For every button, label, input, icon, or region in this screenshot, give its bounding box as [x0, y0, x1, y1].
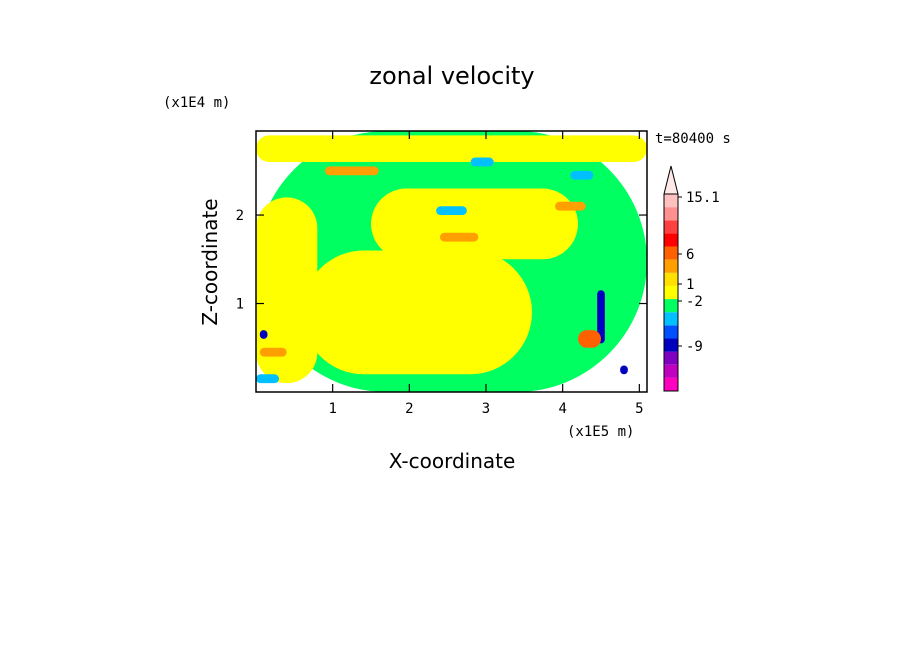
colorbar-segment [664, 194, 678, 208]
field-region-11 [256, 374, 279, 384]
field-region-3 [256, 135, 647, 162]
time-label: t=80400 s [655, 131, 731, 147]
x-tick-label: 5 [635, 401, 643, 417]
y-tick-label: 2 [236, 208, 244, 224]
y-axis-label: Z-coordinate [198, 198, 222, 325]
y-unit-label: (x1E4 m) [163, 95, 230, 111]
field-region-2 [256, 197, 318, 384]
colorbar-label: -2 [686, 294, 703, 310]
plot-frame [255, 130, 648, 393]
y-axis: 12 [236, 208, 647, 313]
colorbar-label: 15.1 [686, 190, 720, 206]
field-region-16 [259, 347, 287, 357]
colorbar-segment [664, 364, 678, 378]
field-region-10 [570, 170, 594, 180]
colorbar-segment [664, 377, 678, 391]
colorbar-label: 1 [686, 277, 694, 293]
x-axis: 1 2 3 4 5 [328, 131, 644, 417]
colorbar-segment [664, 272, 678, 286]
field-region-14 [259, 330, 268, 339]
colorbar-label: 6 [686, 247, 694, 263]
colorbar-segment [664, 207, 678, 221]
colorbar-segment [664, 325, 678, 339]
colorbar-segment [664, 338, 678, 352]
field-region-6 [440, 232, 479, 242]
field-region-1 [302, 250, 532, 375]
y-tick-label: 1 [236, 297, 244, 313]
x-tick-label: 4 [558, 401, 566, 417]
field-region-5 [325, 166, 379, 176]
x-unit-label: (x1E5 m) [567, 424, 634, 440]
colorbar-segment [664, 299, 678, 313]
field-region-12 [597, 290, 605, 344]
colorbar-segment [664, 220, 678, 234]
x-tick-label: 3 [482, 401, 490, 417]
colorbar-segment [664, 259, 678, 273]
x-tick-label: 1 [328, 401, 336, 417]
colorbar-segment [664, 233, 678, 247]
field-region-13 [620, 365, 628, 375]
field-region-15 [578, 330, 601, 348]
colorbar-extension [663, 165, 679, 195]
field-region-8 [436, 206, 467, 216]
plot-area [256, 131, 647, 392]
colorbar-frame [663, 193, 679, 392]
field-region-7 [555, 201, 586, 211]
colorbar-segment [664, 246, 678, 260]
colorbar-segment [664, 351, 678, 365]
chart-title: zonal velocity [369, 62, 534, 90]
field-region-9 [470, 157, 494, 167]
field-region-4 [371, 188, 578, 260]
colorbar-segment [664, 285, 678, 300]
colorbar-segment [664, 312, 678, 326]
colorbar-label: -9 [686, 339, 703, 355]
x-axis-label: X-coordinate [389, 449, 516, 473]
x-tick-label: 2 [405, 401, 413, 417]
colorbar: 15.1 6 1-2 -9 [663, 165, 720, 392]
